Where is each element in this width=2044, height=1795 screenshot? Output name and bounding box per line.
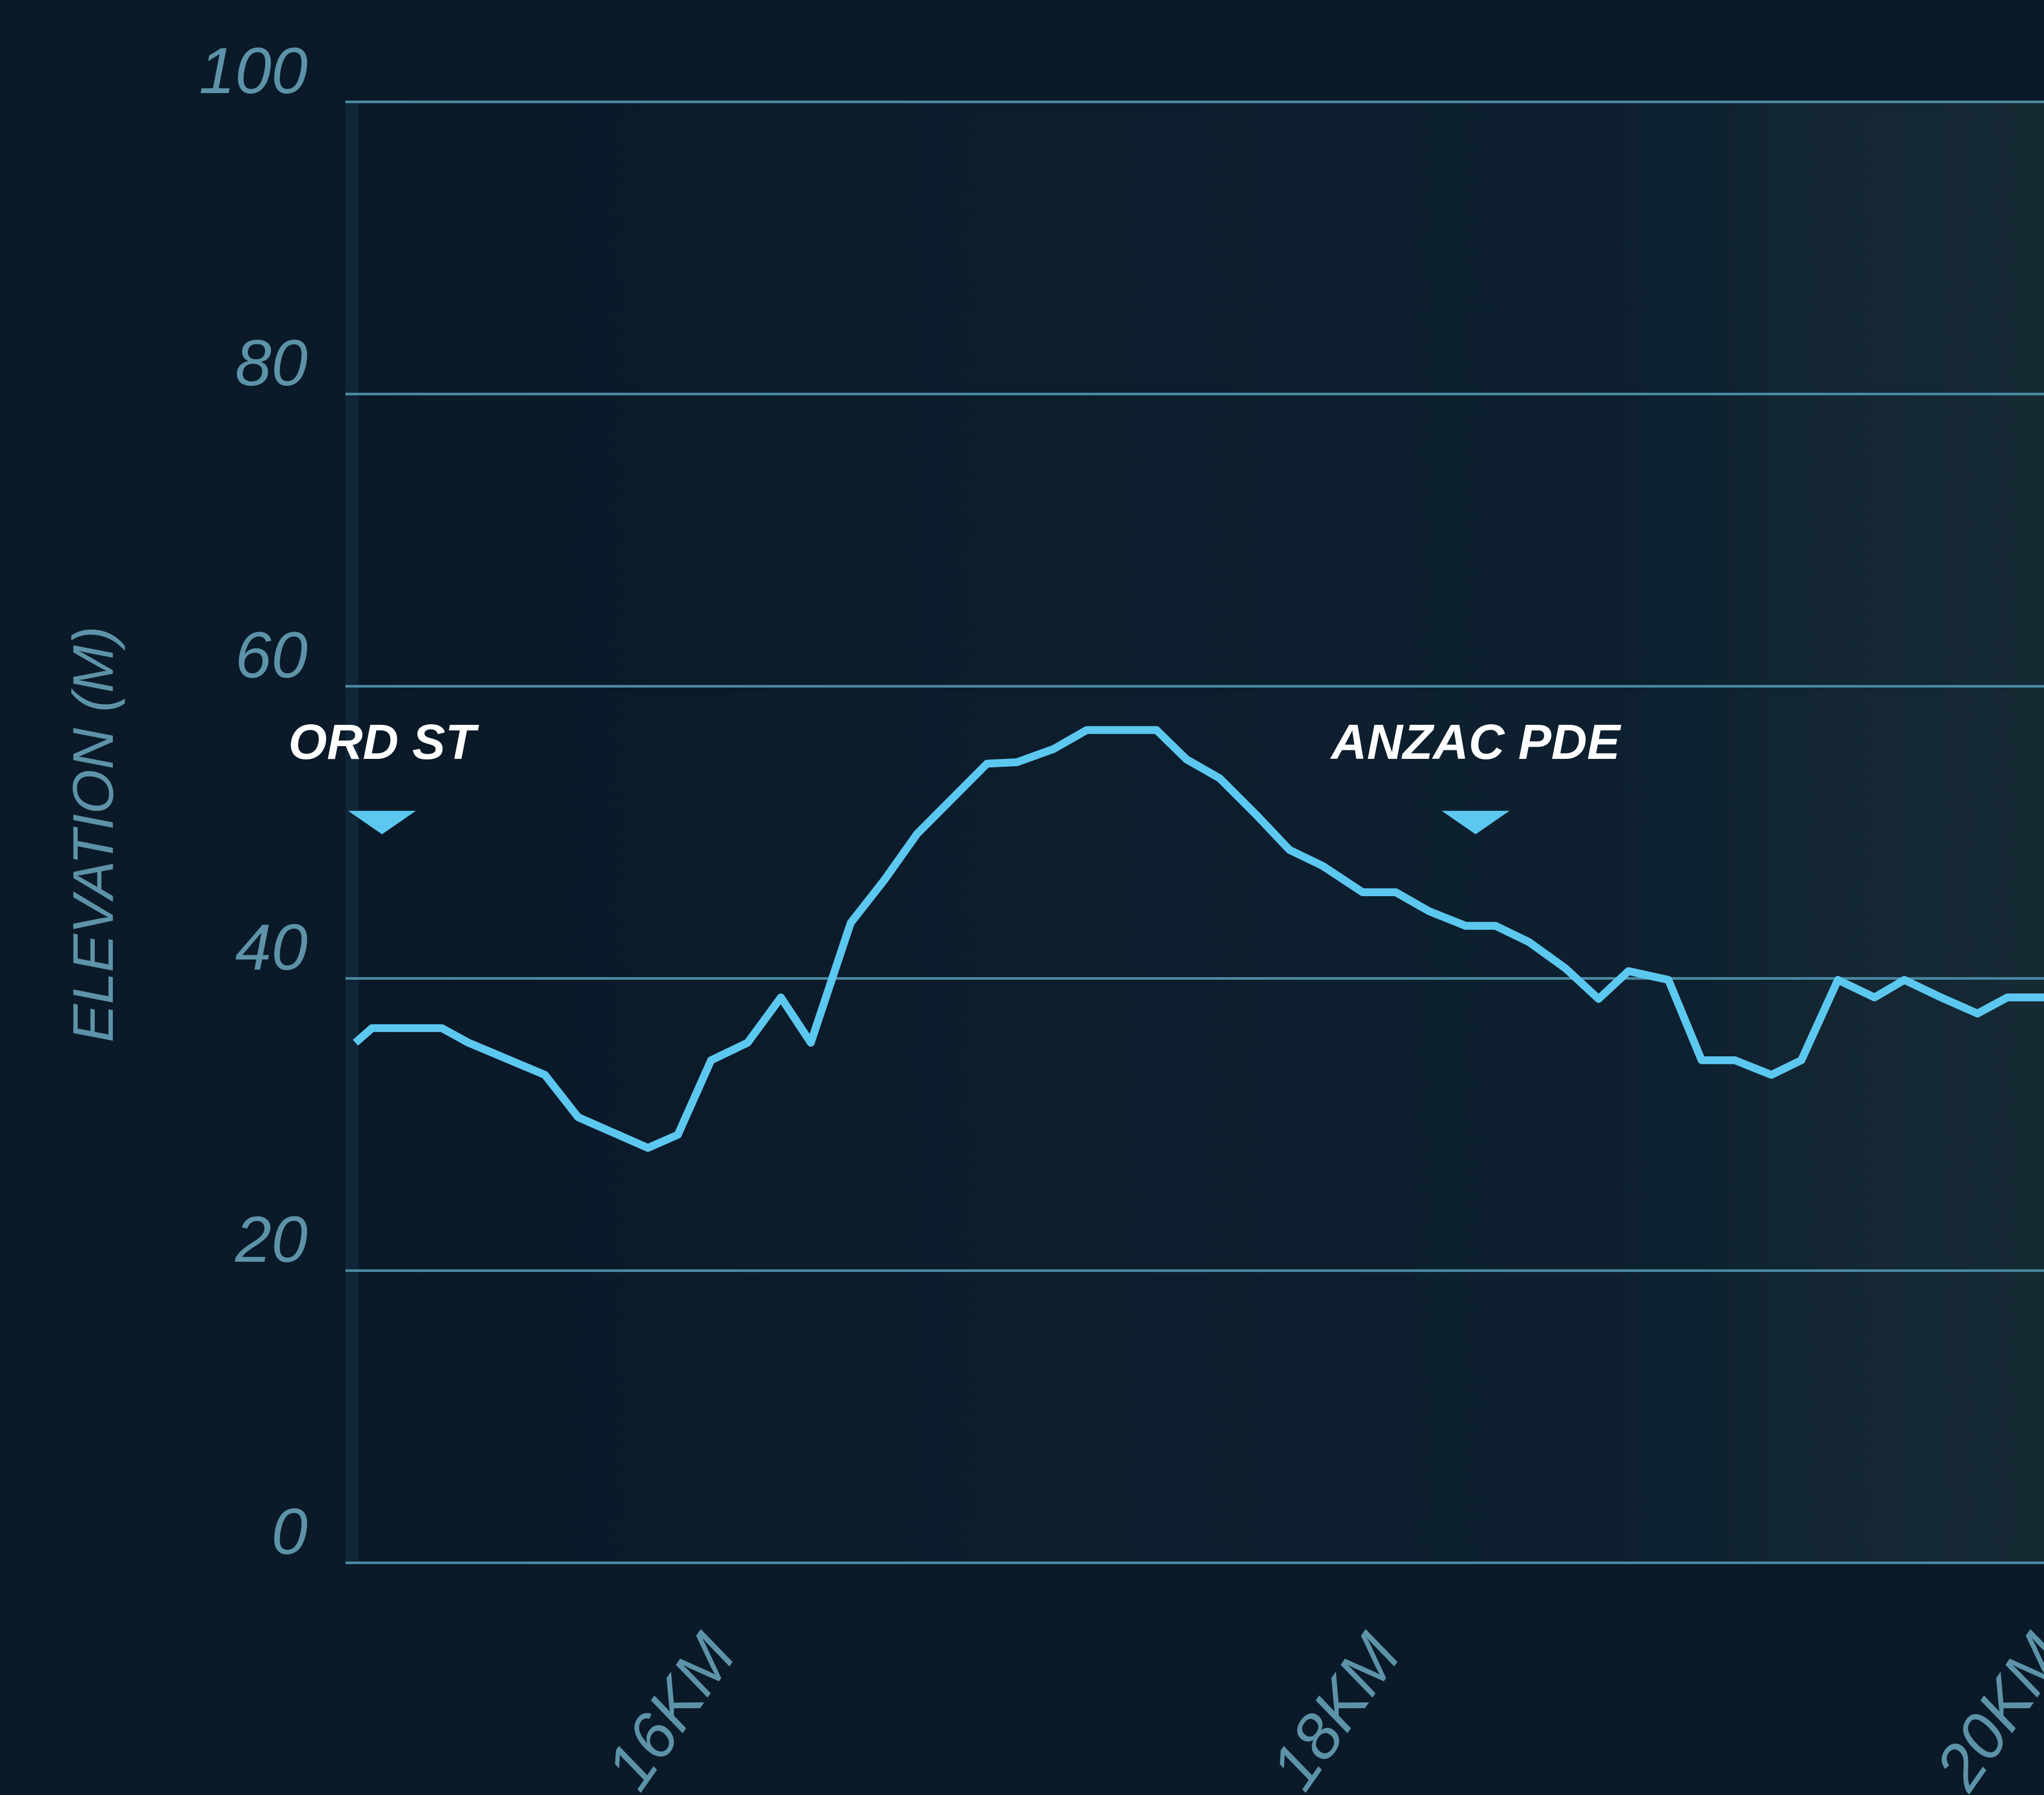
y-tick-label: 60 <box>235 618 308 691</box>
y-tick-label: 100 <box>199 34 308 107</box>
elevation-line <box>352 726 2044 1152</box>
plot-edge <box>345 102 359 1563</box>
plot-background <box>345 102 2044 1563</box>
y-tick-label: 80 <box>235 326 308 399</box>
y-tick-label: 0 <box>271 1495 308 1568</box>
y-tick-label: 20 <box>235 1203 308 1276</box>
y-axis-label: ELEVATION (M) <box>61 626 125 1043</box>
annotation-label: ANZAC PDE <box>1330 714 1622 770</box>
annotation-label: ORD ST <box>289 714 480 770</box>
annotation-marker <box>348 810 416 834</box>
annotation-marker <box>1441 810 1510 834</box>
y-tick-label: 40 <box>235 911 308 983</box>
